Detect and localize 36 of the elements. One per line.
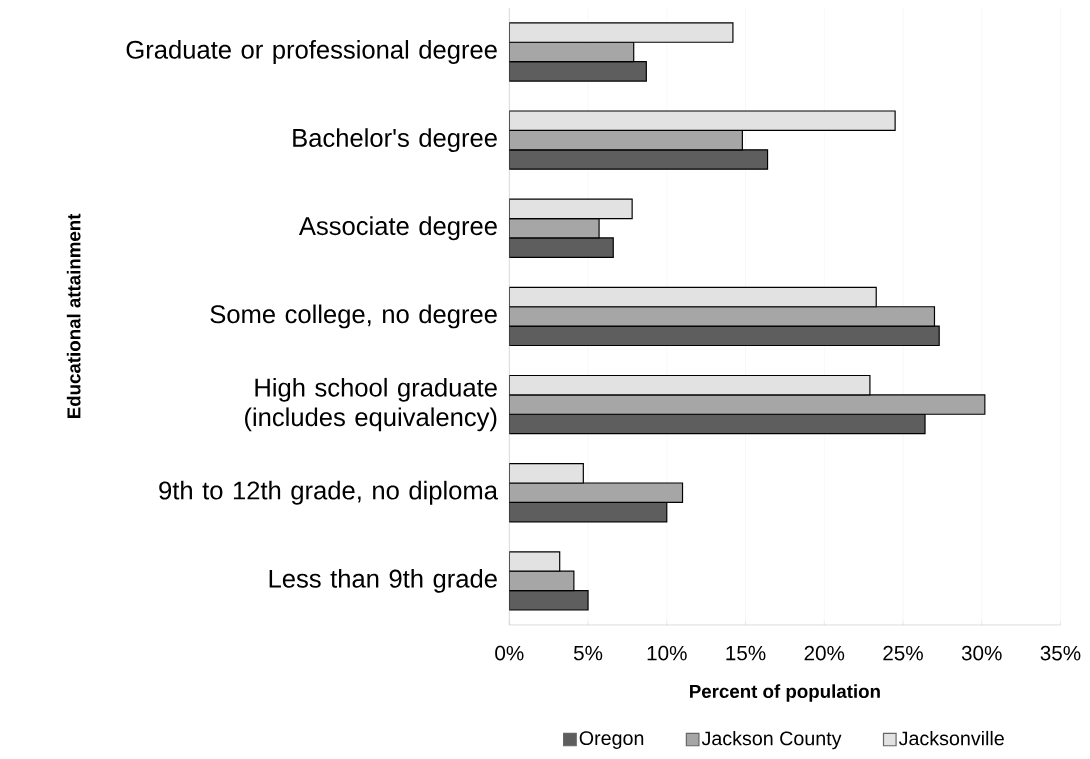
bar: [509, 570, 575, 592]
x-tick-label: 35%: [1040, 645, 1081, 661]
bar: [509, 149, 769, 170]
legend-label: Jackson County: [701, 731, 842, 750]
x-axis-title: Percent of population: [690, 684, 880, 702]
x-tick-label: 5%: [573, 645, 603, 661]
x-tick-label: 20%: [804, 645, 845, 661]
y-tick-label: Bachelor's degree: [293, 128, 497, 153]
bar: [509, 306, 936, 327]
y-tick-label: Some college, no degree: [210, 304, 497, 329]
x-tick-label: 10%: [647, 645, 687, 661]
x-tick-label: 15%: [726, 645, 766, 661]
bar: [509, 482, 684, 504]
bar: [509, 129, 743, 151]
bar: [509, 501, 668, 523]
x-tick-label: 25%: [883, 645, 923, 661]
y-tick-label: Associate degree: [298, 216, 497, 241]
bar: [509, 551, 561, 572]
bar: [509, 61, 647, 82]
x-tick-label: 30%: [961, 645, 1002, 661]
y-tick-label: Graduate or professional degree: [126, 40, 497, 64]
bar: [509, 463, 584, 484]
y-axis-title: Educational attainment: [66, 213, 81, 419]
bar: [509, 394, 986, 415]
legend-label: Jacksonville: [898, 731, 1004, 746]
x-tick-label: 0%: [495, 645, 524, 661]
y-tick-label: Less than 9th grade: [269, 569, 497, 593]
bar: [509, 218, 600, 239]
bar: [509, 41, 635, 63]
bar: [509, 237, 614, 259]
bar: [509, 413, 926, 435]
legend-label: Oregon: [579, 731, 644, 750]
y-tick-label: High school graduate (includes equivalency): [245, 377, 497, 432]
y-tick-label: 9th to 12th grade, no diploma: [159, 480, 498, 505]
bar: [509, 325, 940, 347]
bar: [509, 590, 589, 611]
